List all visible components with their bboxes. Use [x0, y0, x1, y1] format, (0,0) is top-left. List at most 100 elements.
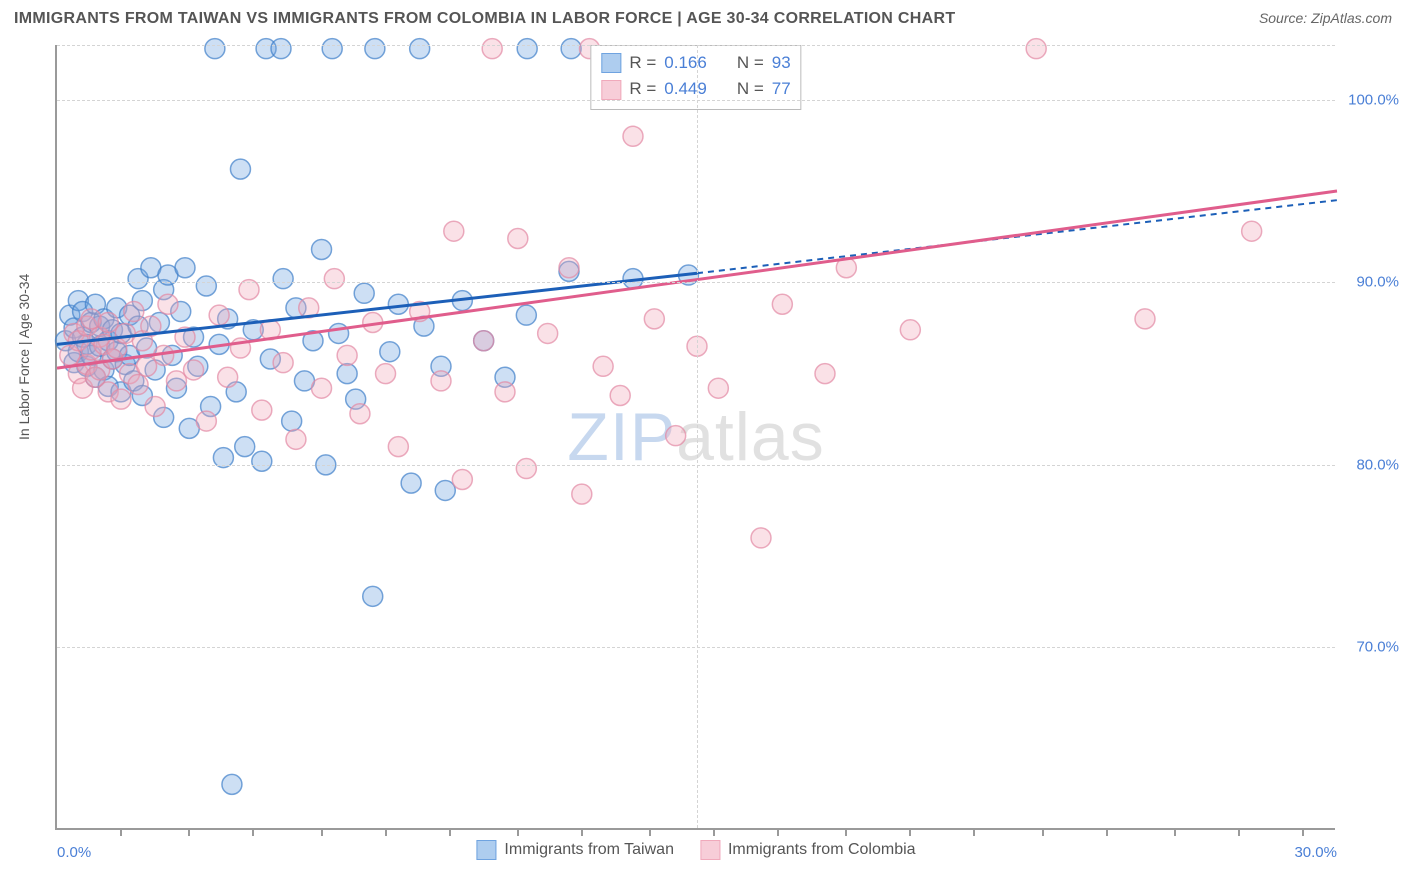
- data-point: [517, 39, 537, 59]
- data-point: [286, 429, 306, 449]
- data-point: [273, 269, 293, 289]
- data-point: [452, 469, 472, 489]
- scatter-svg: [57, 45, 1335, 828]
- x-tick-mark: [120, 828, 122, 836]
- data-point: [282, 411, 302, 431]
- y-axis-label: In Labor Force | Age 30-34: [16, 274, 32, 440]
- legend-stat-row: R =0.166N =93: [601, 50, 790, 76]
- data-point: [572, 484, 592, 504]
- data-point: [380, 342, 400, 362]
- data-point: [218, 367, 238, 387]
- data-point: [376, 364, 396, 384]
- data-point: [222, 774, 242, 794]
- data-point: [431, 371, 451, 391]
- legend-n-value: 93: [772, 50, 791, 76]
- data-point: [350, 404, 370, 424]
- data-point: [708, 378, 728, 398]
- x-tick-label: 30.0%: [1294, 844, 1337, 861]
- data-point: [538, 323, 558, 343]
- title-bar: IMMIGRANTS FROM TAIWAN VS IMMIGRANTS FRO…: [14, 10, 1392, 28]
- source-label: Source:: [1259, 10, 1307, 26]
- data-point: [354, 283, 374, 303]
- data-point: [559, 258, 579, 278]
- data-point: [644, 309, 664, 329]
- data-point: [1135, 309, 1155, 329]
- x-tick-mark: [1238, 828, 1240, 836]
- legend-n-label: N =: [737, 76, 764, 102]
- data-point: [337, 364, 357, 384]
- data-point: [124, 302, 144, 322]
- grid-line-h: [57, 45, 1335, 46]
- x-tick-label: 0.0%: [57, 844, 91, 861]
- grid-line-h: [57, 282, 1335, 283]
- data-point: [772, 294, 792, 314]
- data-point: [363, 586, 383, 606]
- data-point: [900, 320, 920, 340]
- legend-r-label: R =: [629, 76, 656, 102]
- x-tick-mark: [713, 828, 715, 836]
- data-point: [235, 437, 255, 457]
- legend-swatch: [601, 80, 621, 100]
- x-tick-mark: [449, 828, 451, 836]
- data-point: [324, 269, 344, 289]
- data-point: [401, 473, 421, 493]
- data-point: [166, 371, 186, 391]
- y-tick-label: 100.0%: [1348, 91, 1399, 108]
- data-point: [312, 378, 332, 398]
- data-point: [337, 345, 357, 365]
- data-point: [184, 360, 204, 380]
- legend-swatch: [700, 840, 720, 860]
- x-tick-mark: [845, 828, 847, 836]
- x-tick-mark: [909, 828, 911, 836]
- data-point: [312, 239, 332, 259]
- data-point: [751, 528, 771, 548]
- data-point: [145, 396, 165, 416]
- legend-series-label: Immigrants from Taiwan: [504, 841, 674, 859]
- y-tick-label: 70.0%: [1356, 639, 1399, 656]
- data-point: [666, 426, 686, 446]
- data-point: [365, 39, 385, 59]
- legend-n-label: N =: [737, 50, 764, 76]
- data-point: [196, 276, 216, 296]
- data-point: [98, 312, 118, 332]
- legend-swatch: [476, 840, 496, 860]
- data-point: [329, 323, 349, 343]
- y-tick-label: 90.0%: [1356, 274, 1399, 291]
- x-tick-mark: [777, 828, 779, 836]
- regression-line: [57, 273, 697, 344]
- data-point: [111, 389, 131, 409]
- legend-series-item: Immigrants from Colombia: [700, 840, 916, 860]
- data-point: [516, 459, 536, 479]
- data-point: [444, 221, 464, 241]
- legend-n-value: 77: [772, 76, 791, 102]
- data-point: [435, 480, 455, 500]
- data-point: [175, 258, 195, 278]
- data-point: [561, 39, 581, 59]
- grid-line-h: [57, 647, 1335, 648]
- x-tick-mark: [1106, 828, 1108, 836]
- x-tick-mark: [188, 828, 190, 836]
- data-point: [273, 353, 293, 373]
- data-point: [322, 39, 342, 59]
- data-point: [623, 126, 643, 146]
- data-point: [1026, 39, 1046, 59]
- y-tick-label: 80.0%: [1356, 456, 1399, 473]
- data-point: [205, 39, 225, 59]
- x-tick-mark: [973, 828, 975, 836]
- data-point: [271, 39, 291, 59]
- legend-r-label: R =: [629, 50, 656, 76]
- legend-series-item: Immigrants from Taiwan: [476, 840, 674, 860]
- data-point: [593, 356, 613, 376]
- source-name: ZipAtlas.com: [1311, 10, 1392, 26]
- x-tick-mark: [1302, 828, 1304, 836]
- data-point: [230, 159, 250, 179]
- chart-title: IMMIGRANTS FROM TAIWAN VS IMMIGRANTS FRO…: [14, 10, 955, 28]
- data-point: [128, 375, 148, 395]
- legend-swatch: [601, 53, 621, 73]
- x-tick-mark: [1174, 828, 1176, 836]
- legend-stat-row: R = 0.449 N = 77: [601, 76, 790, 102]
- data-point: [252, 400, 272, 420]
- data-point: [209, 305, 229, 325]
- legend-r-value: 0.449: [664, 76, 707, 102]
- x-tick-mark: [385, 828, 387, 836]
